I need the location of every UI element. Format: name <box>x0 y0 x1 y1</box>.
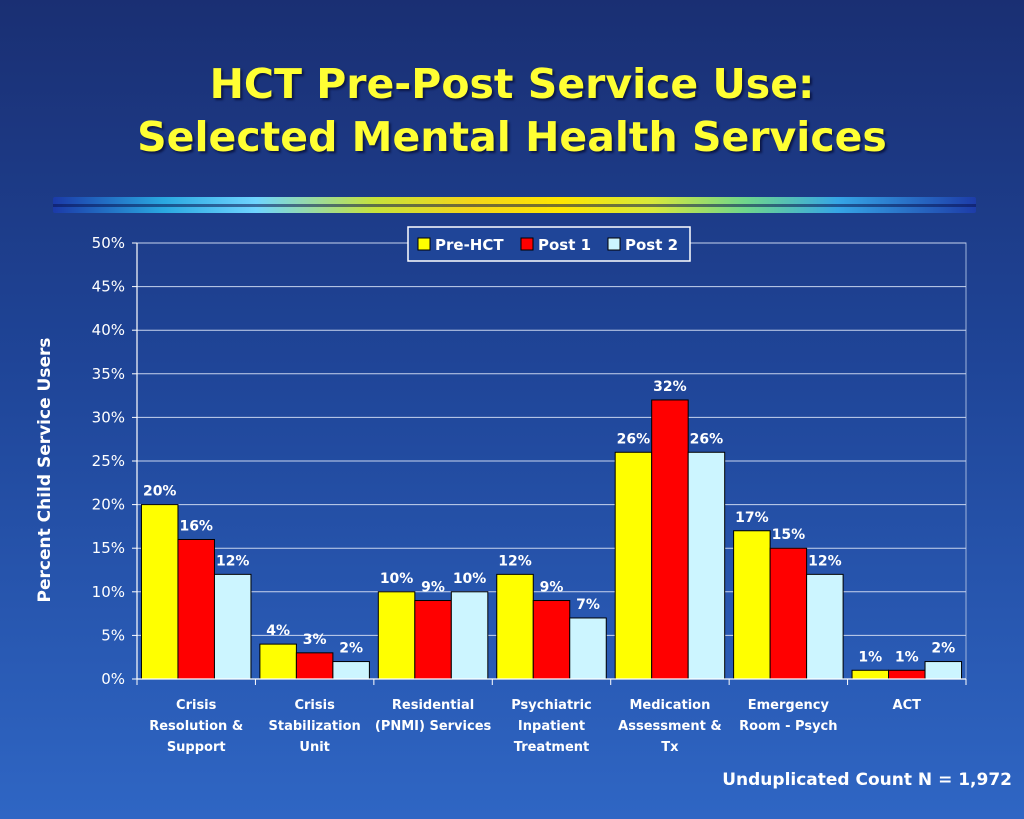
slide-title: HCT Pre-Post Service Use: Selected Menta… <box>0 58 1024 164</box>
bar <box>924 661 963 680</box>
legend-swatch <box>417 237 431 251</box>
data-label: 20% <box>143 484 177 500</box>
y-tick-label: 25% <box>92 452 125 470</box>
bar <box>177 538 215 680</box>
x-tick-label: Assessment & <box>618 719 722 734</box>
footnote: Unduplicated Count N = 1,972 <box>722 770 1012 790</box>
bar <box>769 547 808 680</box>
data-label: 15% <box>772 527 806 543</box>
data-label: 26% <box>617 431 651 447</box>
x-tick-label: Resolution & <box>149 719 243 734</box>
legend-box <box>407 226 691 262</box>
bar <box>687 451 726 680</box>
data-label: 4% <box>266 623 290 639</box>
data-label: 10% <box>380 571 414 587</box>
bar <box>532 600 571 680</box>
bar <box>569 617 607 680</box>
y-tick-label: 50% <box>92 234 125 252</box>
legend-label: Post 1 <box>538 236 591 254</box>
data-label: 1% <box>858 649 882 665</box>
y-tick-label: 15% <box>92 539 125 557</box>
y-tick-label: 35% <box>92 365 125 383</box>
x-tick-label: Inpatient <box>518 719 585 734</box>
data-label: 1% <box>895 649 919 665</box>
data-label: 17% <box>735 510 769 526</box>
data-label: 12% <box>808 553 842 569</box>
bar <box>450 591 489 680</box>
x-tick-label: Crisis <box>176 698 217 713</box>
data-label: 7% <box>576 597 600 613</box>
bar <box>414 600 452 680</box>
legend-swatch <box>607 237 621 251</box>
data-label: 9% <box>421 580 445 596</box>
bar <box>295 652 334 680</box>
title-line-1: HCT Pre-Post Service Use: <box>209 60 815 108</box>
y-tick-label: 10% <box>92 583 125 601</box>
x-tick-label: Tx <box>661 740 679 755</box>
data-label: 26% <box>690 431 724 447</box>
y-tick-label: 0% <box>101 670 125 688</box>
y-tick-label: 30% <box>92 408 125 426</box>
y-tick-label: 20% <box>92 496 125 514</box>
bar <box>851 669 890 680</box>
bar <box>651 399 689 680</box>
x-tick-label: Emergency <box>748 698 830 713</box>
legend: Pre-HCT Post 1 Post 2 <box>407 226 691 262</box>
y-tick-label: 40% <box>92 321 125 339</box>
x-tick-label: Treatment <box>514 740 590 755</box>
rainbow-divider <box>53 197 976 213</box>
x-tick-label: Crisis <box>294 698 335 713</box>
bar <box>614 451 653 680</box>
legend-swatch <box>520 237 534 251</box>
data-label: 12% <box>498 553 532 569</box>
data-label: 9% <box>540 580 564 596</box>
bar <box>888 669 926 680</box>
legend-label: Post 2 <box>625 236 678 254</box>
y-tick-label: 45% <box>92 278 125 296</box>
x-tick-label: Residential <box>392 698 474 713</box>
x-tick-label: Support <box>167 740 226 755</box>
data-label: 12% <box>216 553 250 569</box>
bar <box>213 573 252 680</box>
y-tick-label: 5% <box>101 626 125 644</box>
bars: 20% 16% 12% 4% 3% 2% 10% 9% 10% 12% 9% 7% 26% 32% 26% 1… <box>140 379 963 680</box>
x-tick-label: Psychiatric <box>511 698 592 713</box>
bar <box>140 504 179 680</box>
axes: 0% 5% 10% 15% 20% 25% 30% 35% 40% 45% 50% Crisis Res… <box>92 234 967 755</box>
data-label: 2% <box>339 641 363 657</box>
bar <box>332 661 370 680</box>
bar <box>733 530 771 680</box>
data-label: 32% <box>653 379 687 395</box>
x-tick-label: Room - Psych <box>739 719 837 734</box>
bar <box>496 573 534 680</box>
x-tick-label: Unit <box>299 740 329 755</box>
bar <box>377 591 416 680</box>
x-tick-label: Medication <box>629 698 710 713</box>
x-tick-label: (PNMI) Services <box>375 719 492 734</box>
data-label: 16% <box>179 518 213 534</box>
data-label: 10% <box>453 571 487 587</box>
x-tick-label: ACT <box>893 698 922 713</box>
legend-label: Pre-HCT <box>435 236 504 254</box>
x-tick-label: Stabilization <box>269 719 361 734</box>
bar <box>259 643 297 680</box>
data-label: 3% <box>303 632 327 648</box>
title-line-2: Selected Mental Health Services <box>137 113 887 161</box>
bar <box>806 573 844 680</box>
data-label: 2% <box>931 641 955 657</box>
